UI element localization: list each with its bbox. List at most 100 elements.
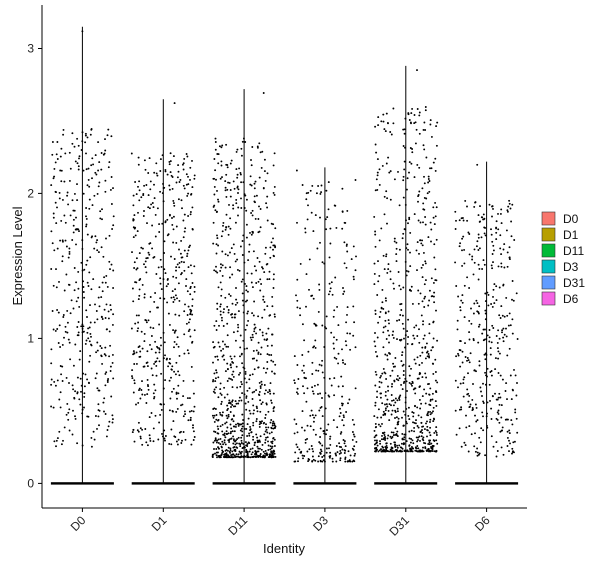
data-point	[97, 169, 100, 172]
data-point	[391, 409, 394, 412]
data-point	[177, 164, 180, 167]
data-point	[464, 342, 466, 345]
data-point	[130, 152, 133, 155]
data-point	[52, 212, 55, 215]
data-point	[245, 198, 248, 201]
data-point	[341, 359, 344, 362]
data-point	[382, 120, 385, 123]
data-point	[422, 144, 425, 147]
data-point	[420, 435, 423, 438]
data-point	[252, 421, 255, 424]
data-point	[352, 433, 355, 436]
data-point	[381, 372, 384, 375]
data-point	[271, 305, 274, 308]
data-point	[467, 372, 469, 375]
data-point	[394, 397, 397, 400]
data-point	[240, 436, 243, 439]
data-point	[432, 216, 435, 219]
data-point	[133, 440, 136, 443]
data-point	[433, 243, 436, 246]
data-point	[468, 319, 471, 322]
data-point	[484, 371, 487, 374]
data-point	[429, 418, 432, 421]
data-point	[137, 401, 140, 404]
data-point	[435, 144, 438, 147]
data-point	[459, 242, 462, 245]
data-point	[152, 256, 155, 259]
data-point	[182, 162, 185, 165]
data-point	[304, 227, 307, 230]
data-point	[472, 312, 475, 315]
data-point	[146, 383, 149, 386]
data-point	[215, 329, 218, 331]
data-point	[499, 317, 502, 319]
data-point	[260, 448, 263, 451]
data-point	[192, 392, 195, 395]
data-point	[402, 370, 405, 372]
data-point	[178, 248, 180, 251]
data-point	[488, 336, 491, 339]
data-point	[249, 448, 252, 451]
data-point	[374, 233, 377, 236]
data-point	[191, 304, 194, 307]
data-point	[411, 107, 414, 110]
data-point	[183, 230, 186, 233]
data-point	[330, 331, 333, 334]
zero-points-band	[455, 482, 519, 485]
data-point	[498, 352, 501, 355]
data-point	[497, 412, 500, 415]
data-point	[95, 372, 98, 375]
data-point	[245, 448, 248, 451]
data-point	[379, 425, 382, 428]
data-point	[105, 237, 107, 240]
data-point	[414, 362, 417, 365]
data-point	[261, 266, 263, 269]
data-point	[58, 324, 61, 327]
data-point	[216, 237, 219, 240]
data-point	[226, 393, 229, 396]
data-point	[53, 175, 56, 178]
data-point	[354, 269, 357, 272]
data-point	[143, 296, 146, 299]
data-point	[482, 382, 484, 385]
data-point	[151, 224, 154, 227]
data-point	[133, 261, 136, 264]
data-point	[385, 162, 388, 165]
data-point	[501, 429, 504, 432]
data-point	[146, 365, 149, 368]
data-point	[430, 167, 433, 170]
data-point	[410, 112, 413, 115]
data-point	[298, 448, 301, 451]
data-point	[482, 429, 485, 432]
data-point	[467, 400, 470, 403]
data-point	[266, 172, 269, 175]
data-point	[177, 370, 180, 373]
data-point	[50, 348, 53, 351]
data-point	[266, 305, 269, 308]
data-point	[133, 214, 136, 217]
data-point	[310, 211, 313, 214]
data-point	[251, 333, 254, 336]
data-point	[220, 446, 223, 449]
data-point	[413, 430, 416, 433]
data-point	[350, 258, 353, 261]
data-point	[232, 435, 235, 438]
data-point	[303, 429, 306, 432]
data-point	[175, 225, 178, 228]
data-point	[342, 287, 344, 289]
data-point	[328, 282, 331, 285]
data-point	[321, 415, 324, 418]
data-point	[177, 170, 180, 173]
data-point	[240, 399, 243, 402]
data-point	[394, 427, 397, 430]
data-point	[78, 358, 81, 361]
data-point	[82, 192, 85, 195]
data-point	[454, 409, 457, 412]
data-point	[414, 121, 417, 124]
data-point	[112, 313, 115, 316]
data-point	[472, 408, 474, 411]
data-point	[402, 128, 405, 131]
data-point	[407, 318, 410, 321]
data-point	[256, 441, 259, 444]
data-point	[295, 391, 298, 394]
